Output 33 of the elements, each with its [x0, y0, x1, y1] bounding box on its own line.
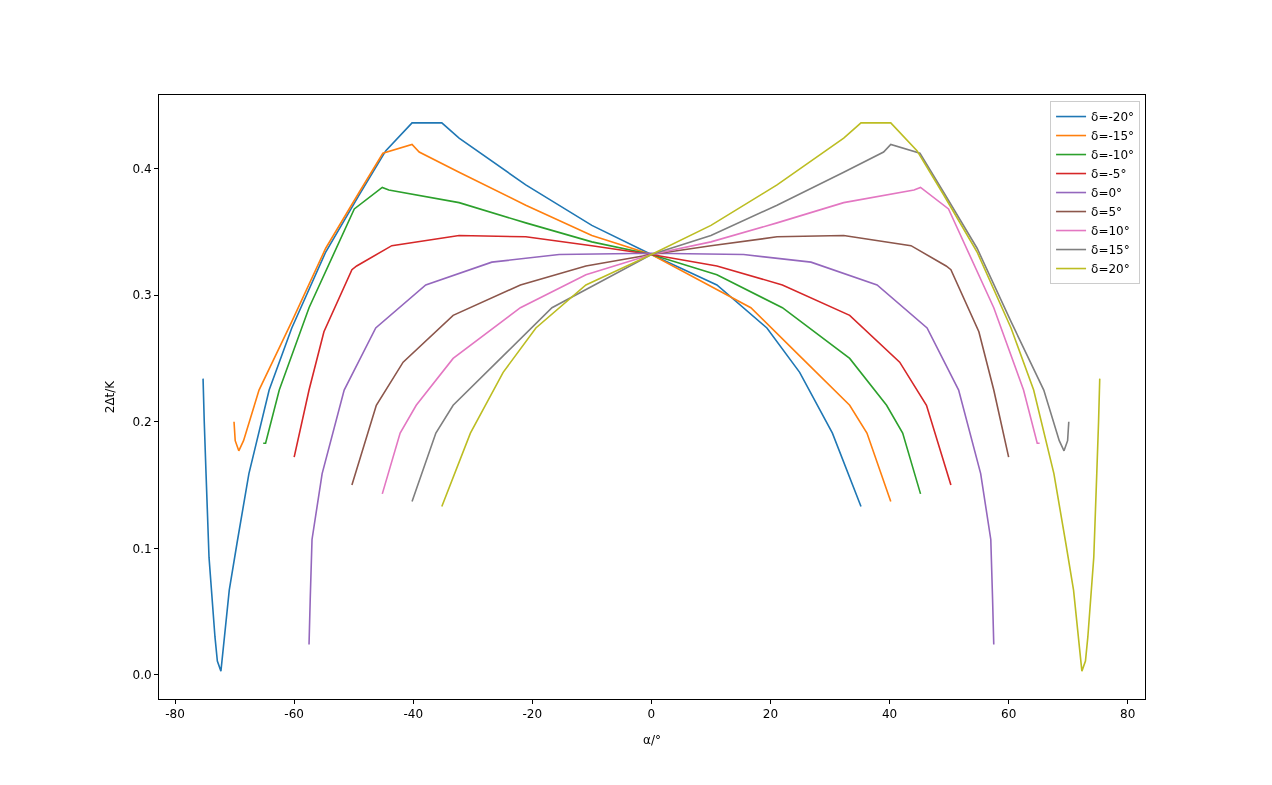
- y-axis-title: 2Δt/K: [102, 379, 117, 414]
- x-tick-label: 20: [762, 707, 779, 722]
- legend-label: δ=-5°: [1091, 167, 1127, 182]
- legend-label: δ=5°: [1091, 205, 1123, 220]
- line-series: [233, 143, 892, 503]
- y-tick-label: 0.3: [132, 288, 152, 303]
- legend-label: δ=-10°: [1091, 148, 1135, 163]
- x-tick-label: -60: [284, 707, 304, 722]
- line-series: [293, 234, 952, 486]
- legend-label: δ=-15°: [1091, 129, 1135, 144]
- legend-label: δ=15°: [1091, 243, 1130, 258]
- x-axis-title: α/°: [643, 733, 661, 748]
- x-tick-label: 60: [1001, 707, 1017, 722]
- line-series: [308, 252, 995, 646]
- x-tick-label: 80: [1120, 707, 1136, 722]
- x-tick-label: 0: [647, 707, 656, 722]
- line-series: [411, 143, 1070, 503]
- y-tick-label: 0.4: [132, 161, 152, 176]
- y-tick-label: 0.1: [132, 541, 152, 556]
- y-tick-label: 0.0: [132, 668, 152, 683]
- legend-label: δ=0°: [1091, 186, 1123, 201]
- y-tick-label: 0.2: [132, 414, 152, 429]
- x-tick-label: -80: [165, 707, 185, 722]
- line-series: [381, 186, 1041, 495]
- legend-label: δ=20°: [1091, 262, 1130, 277]
- x-tick-label: -40: [403, 707, 424, 722]
- x-tick-label: 40: [881, 707, 898, 722]
- legend-label: δ=10°: [1091, 224, 1130, 239]
- legend-label: δ=-20°: [1091, 110, 1135, 125]
- line-series: [262, 186, 922, 495]
- line-series: [351, 234, 1010, 486]
- x-tick-label: -20: [522, 707, 543, 722]
- line-series: [202, 122, 862, 672]
